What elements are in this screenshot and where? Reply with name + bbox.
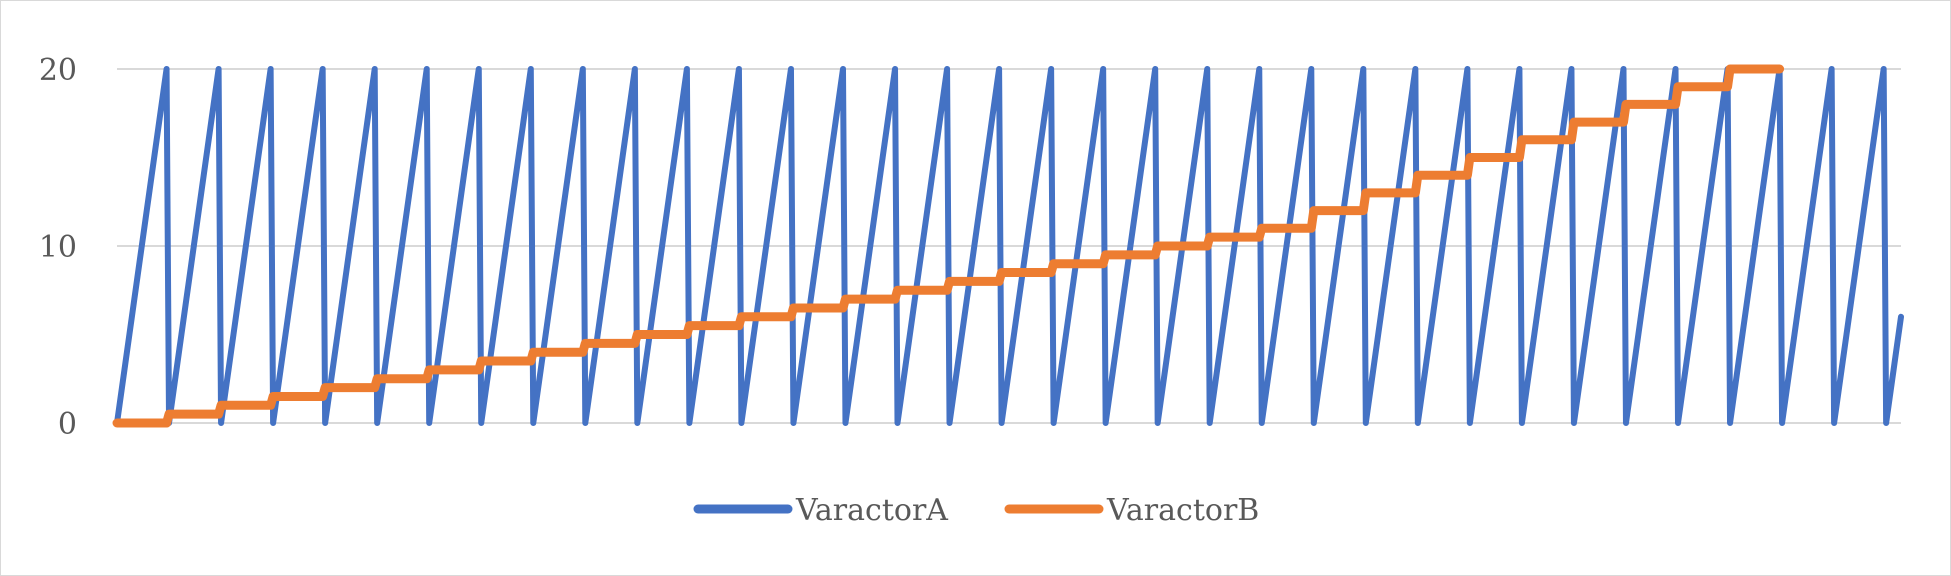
series-lines <box>112 64 1904 428</box>
y-tick-label-0: 0 <box>58 407 77 442</box>
series-line-varactora <box>114 66 1904 426</box>
series-line-varactorb <box>112 64 1785 428</box>
y-axis-tick-labels: 0 10 20 <box>39 53 77 442</box>
y-tick-label-1: 10 <box>39 230 77 265</box>
legend: VaractorA VaractorB <box>693 493 1259 528</box>
legend-label-varactorb: VaractorB <box>1106 493 1259 528</box>
gridlines <box>117 68 1901 424</box>
legend-label-varactora: VaractorA <box>795 493 948 528</box>
y-tick-label-2: 20 <box>39 53 77 88</box>
